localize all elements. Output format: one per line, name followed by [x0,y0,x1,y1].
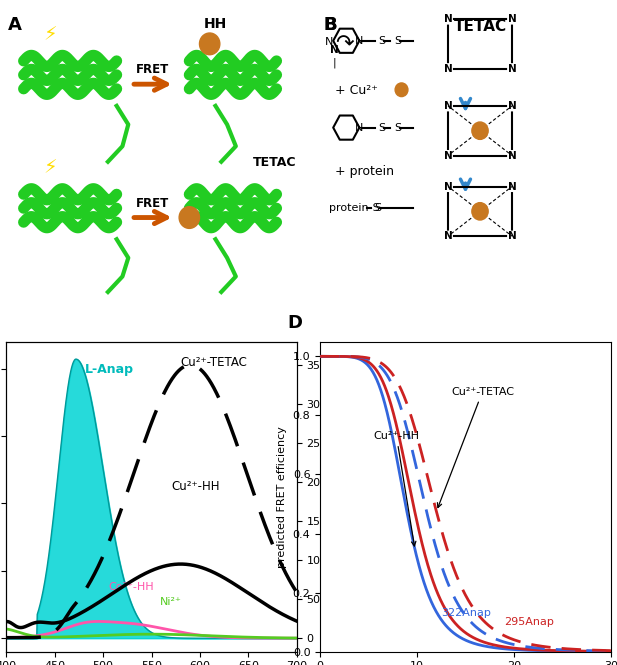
Text: Cu²⁺-TETAC: Cu²⁺-TETAC [437,387,514,507]
Text: N: N [444,182,452,192]
Text: TETAC: TETAC [453,19,507,34]
Text: 295Anap: 295Anap [504,617,554,627]
Text: + protein: + protein [334,164,394,178]
Text: ⚡: ⚡ [43,158,57,178]
Text: FRET: FRET [136,63,170,76]
Text: N: N [355,36,363,46]
Text: N: N [508,150,516,160]
Text: Co²⁺-HH: Co²⁺-HH [108,582,154,592]
Text: N: N [508,231,516,241]
Text: N: N [330,45,339,55]
Text: N: N [444,150,452,160]
Text: N: N [444,14,452,24]
Text: S: S [378,36,386,46]
Text: TETAC: TETAC [253,156,297,170]
Text: N: N [508,182,516,192]
Text: S: S [374,203,381,213]
Text: Cu²⁺-HH: Cu²⁺-HH [373,431,420,546]
Text: $\curvearrowright$: $\curvearrowright$ [331,33,355,53]
Text: N: N [508,14,516,24]
Circle shape [472,122,488,140]
Text: 322Anap: 322Anap [441,608,491,618]
Text: N: N [444,231,452,241]
Text: FRET: FRET [136,197,170,209]
Text: HH: HH [204,17,227,31]
Text: Cu²⁺-TETAC: Cu²⁺-TETAC [181,356,247,369]
Text: B: B [323,16,337,34]
Text: S: S [394,122,402,132]
Text: B: B [323,16,337,34]
Circle shape [179,207,199,228]
Circle shape [395,83,408,96]
Text: ⚡: ⚡ [43,25,57,44]
Y-axis label: predicted FRET efficiency: predicted FRET efficiency [277,426,287,567]
Text: S: S [378,122,386,132]
Text: L-Anap: L-Anap [85,362,134,376]
Y-axis label: fluorescence intensity, AU: fluorescence intensity, AU [337,428,347,565]
Text: A: A [7,16,22,34]
Text: N: N [325,37,333,47]
Text: Ni²⁺: Ni²⁺ [160,597,182,607]
Text: N: N [508,64,516,74]
Text: N: N [508,101,516,111]
Text: Cu²⁺-HH: Cu²⁺-HH [172,480,220,493]
Text: S: S [394,36,402,46]
Text: |: | [333,57,336,68]
Text: + Cu²⁺: + Cu²⁺ [334,84,378,97]
Circle shape [199,33,220,55]
Text: N: N [444,64,452,74]
Text: protein-S: protein-S [329,203,379,213]
Text: N: N [355,122,363,132]
Text: D: D [288,315,303,332]
Text: N: N [444,101,452,111]
Circle shape [472,203,488,220]
